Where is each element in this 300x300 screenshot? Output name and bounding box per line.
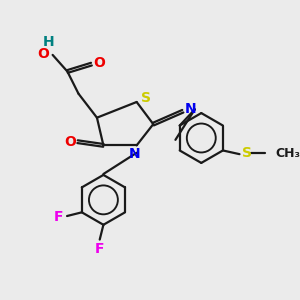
Text: N: N <box>184 102 196 116</box>
Text: F: F <box>54 210 64 224</box>
Text: O: O <box>93 56 105 70</box>
Text: O: O <box>64 135 76 149</box>
Text: H: H <box>43 35 55 49</box>
Text: F: F <box>95 242 104 256</box>
Text: N: N <box>129 147 141 161</box>
Text: O: O <box>38 47 49 61</box>
Text: S: S <box>141 91 151 105</box>
Text: S: S <box>242 146 252 160</box>
Text: CH₃: CH₃ <box>275 147 300 160</box>
